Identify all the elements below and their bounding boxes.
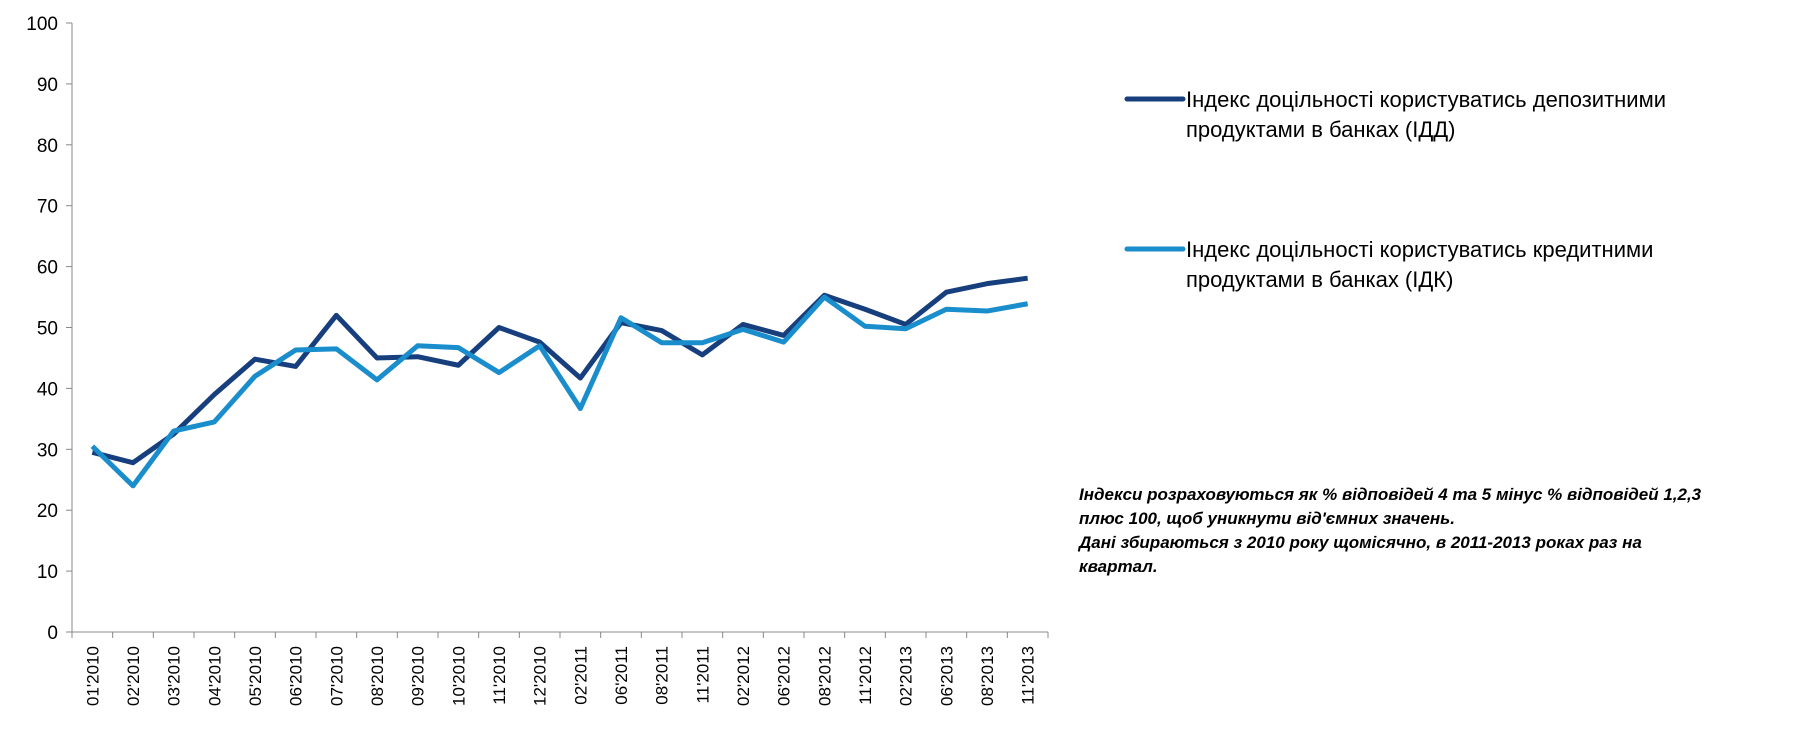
y-tick-label: 80 xyxy=(37,136,58,157)
x-tick-label: 11'2013 xyxy=(1019,646,1038,705)
annotation: Індекси розраховуються як % відповідей 4… xyxy=(1079,485,1702,504)
x-tick-label: 06'2011 xyxy=(612,646,631,705)
series-line xyxy=(90,294,1029,489)
y-tick-label: 40 xyxy=(37,379,58,400)
y-tick-label: 30 xyxy=(37,440,58,461)
x-tick-label: 02'2012 xyxy=(734,646,753,706)
x-tick-label: 06'2013 xyxy=(937,646,956,706)
x-tick-label: 11'2011 xyxy=(693,646,712,703)
annotation: квартал. xyxy=(1079,557,1158,576)
x-tick-label: 07'2010 xyxy=(327,646,346,706)
y-tick-label: 70 xyxy=(37,197,58,218)
x-tick-label: 08'2012 xyxy=(815,646,834,706)
x-tick-label: 12'2010 xyxy=(531,646,550,706)
y-tick-label: 60 xyxy=(37,258,58,279)
x-tick-label: 06'2010 xyxy=(287,646,306,706)
x-tick-label: 09'2010 xyxy=(409,646,428,706)
y-tick-label: 90 xyxy=(37,75,58,96)
y-tick-label: 0 xyxy=(47,623,58,644)
x-tick-label: 08'2013 xyxy=(978,646,997,706)
y-tick-label: 50 xyxy=(37,319,58,340)
x-tick-label: 10'2010 xyxy=(449,646,468,706)
x-tick-label: 02'2011 xyxy=(571,646,590,705)
x-tick-label: 02'2013 xyxy=(897,646,916,706)
x-tick-label: 04'2010 xyxy=(205,646,224,706)
x-tick-label: 11'2012 xyxy=(856,646,875,705)
x-tick-label: 06'2012 xyxy=(775,646,794,706)
x-tick-label: 11'2010 xyxy=(490,646,509,705)
x-tick-label: 08'2011 xyxy=(653,646,672,705)
y-tick-label: 100 xyxy=(26,14,58,35)
x-tick-label: 01'2010 xyxy=(83,646,102,706)
x-tick-label: 03'2010 xyxy=(165,646,184,706)
y-tick-label: 20 xyxy=(37,501,58,522)
y-tick-label: 10 xyxy=(37,562,58,583)
annotation: плюс 100, щоб уникнути від'ємних значень… xyxy=(1079,509,1455,528)
annotation: Дані збираються з 2010 року щомісячно, в… xyxy=(1077,533,1642,552)
x-tick-label: 02'2010 xyxy=(124,646,143,706)
legend-label: Індекс доцільності користуватись кредитн… xyxy=(1186,237,1653,292)
legend-label: Індекс доцільності користуватись депозит… xyxy=(1186,87,1666,142)
x-tick-label: 08'2010 xyxy=(368,646,387,706)
x-tick-label: 05'2010 xyxy=(246,646,265,706)
series-line xyxy=(91,275,1029,466)
